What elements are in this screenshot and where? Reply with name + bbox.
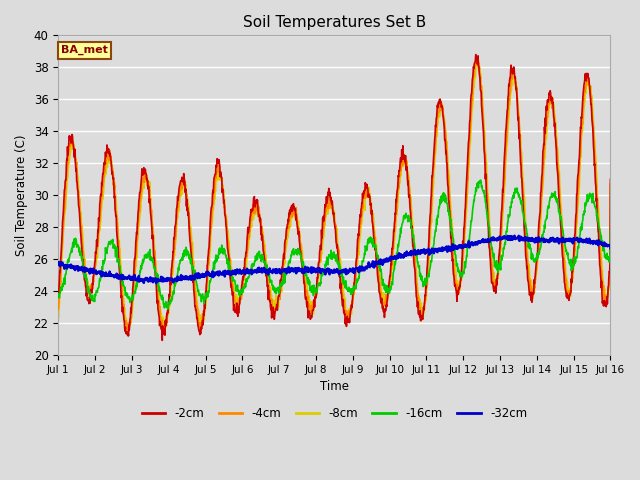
Y-axis label: Soil Temperature (C): Soil Temperature (C) <box>15 134 28 256</box>
Legend: -2cm, -4cm, -8cm, -16cm, -32cm: -2cm, -4cm, -8cm, -16cm, -32cm <box>137 402 532 425</box>
X-axis label: Time: Time <box>320 380 349 393</box>
Title: Soil Temperatures Set B: Soil Temperatures Set B <box>243 15 426 30</box>
Text: BA_met: BA_met <box>61 45 108 55</box>
